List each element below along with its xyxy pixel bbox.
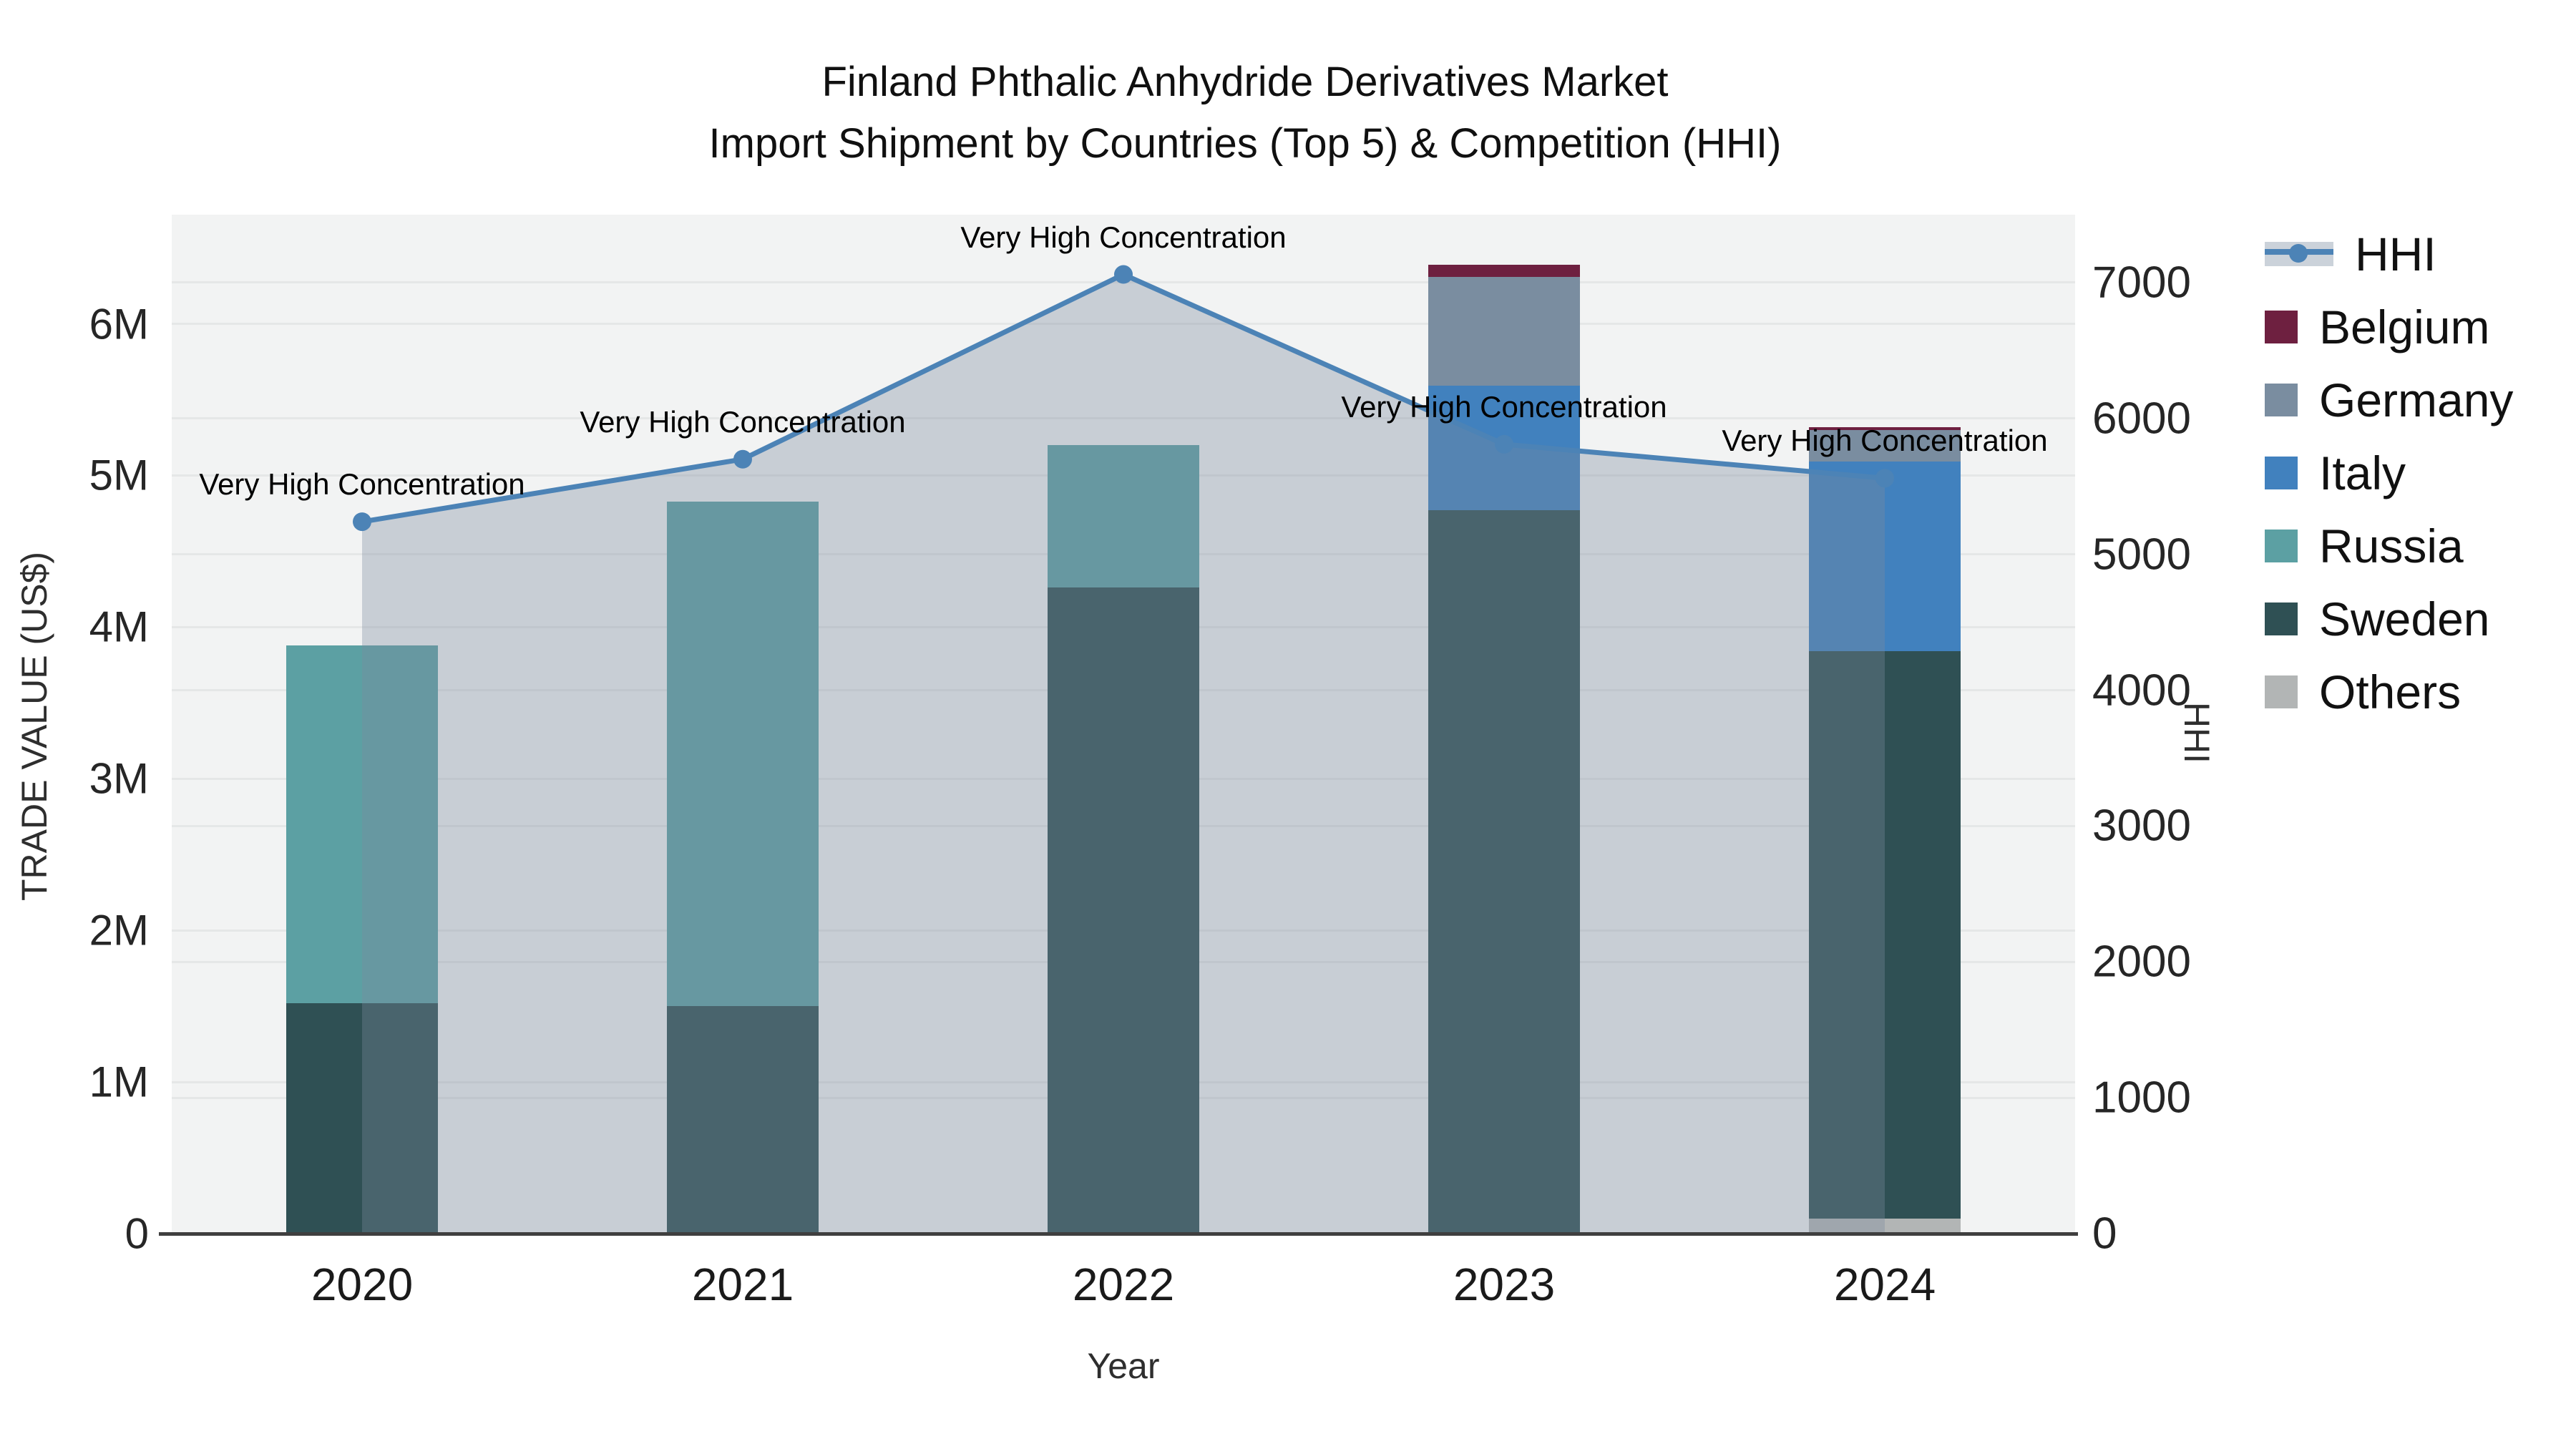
legend-item-others[interactable]: Others	[2265, 668, 2513, 716]
x-tick-2023: 2023	[1453, 1259, 1556, 1310]
legend-item-germany[interactable]: Germany	[2265, 376, 2513, 424]
x-tick-2021: 2021	[691, 1259, 794, 1310]
x-tick-2022: 2022	[1072, 1259, 1175, 1310]
bar-segment-sweden-2022[interactable]	[1048, 587, 1199, 1234]
annotation-2023: Very High Concentration	[1341, 389, 1667, 424]
y-right-tick-1000: 1000	[2092, 1073, 2191, 1123]
legend-item-russia[interactable]: Russia	[2265, 522, 2513, 570]
gridline	[172, 281, 2075, 284]
legend-swatch-others	[2265, 675, 2298, 708]
y-right-tick-0: 0	[2092, 1209, 2117, 1259]
legend-swatch-belgium	[2265, 311, 2298, 343]
y-right-tick-5000: 5000	[2092, 530, 2191, 580]
y-left-axis-title: TRADE VALUE (US$)	[14, 551, 54, 902]
hhi-legend-sample-icon	[2265, 239, 2333, 269]
x-axis-title: Year	[1087, 1346, 1160, 1386]
bar-segment-sweden-2021[interactable]	[667, 1006, 819, 1234]
chart-title-line1: Finland Phthalic Anhydride Derivatives M…	[821, 59, 1669, 105]
bar-segment-germany-2023[interactable]	[1428, 276, 1580, 386]
legend-label: Others	[2319, 665, 2462, 718]
gridline	[172, 417, 2075, 420]
annotation-2021: Very High Concentration	[580, 404, 906, 439]
y-right-tick-7000: 7000	[2092, 258, 2191, 308]
y-right-axis-title: HHI	[2177, 701, 2217, 764]
legend-swatch-italy	[2265, 457, 2298, 489]
legend-swatch-germany	[2265, 384, 2298, 416]
chart-title: Finland Phthalic Anhydride Derivatives M…	[0, 52, 2490, 175]
legend-label: Germany	[2319, 374, 2514, 426]
legend-label: HHI	[2355, 228, 2436, 280]
y-left-tick-3M: 3M	[89, 754, 149, 803]
legend-item-sweden[interactable]: Sweden	[2265, 595, 2513, 643]
y-right-tick-6000: 6000	[2092, 394, 2191, 444]
annotation-2020: Very High Concentration	[199, 467, 525, 502]
legend-label: Sweden	[2319, 592, 2490, 645]
y-left-tick-5M: 5M	[89, 451, 149, 499]
legend-item-italy[interactable]: Italy	[2265, 449, 2513, 497]
y-left-tick-1M: 1M	[89, 1058, 149, 1106]
legend-swatch-russia	[2265, 530, 2298, 562]
annotation-2022: Very High Concentration	[960, 220, 1287, 254]
legend-label: Russia	[2319, 519, 2464, 572]
bar-segment-sweden-2024[interactable]	[1809, 651, 1961, 1219]
y-left-tick-6M: 6M	[89, 300, 149, 348]
bar-segment-sweden-2020[interactable]	[286, 1002, 438, 1234]
legend-swatch-sweden	[2265, 602, 2298, 635]
x-tick-2020: 2020	[311, 1259, 414, 1310]
bar-segment-russia-2020[interactable]	[286, 645, 438, 1003]
y-left-tick-0: 0	[125, 1209, 149, 1258]
bar-segment-italy-2024[interactable]	[1809, 462, 1961, 652]
annotation-2024: Very High Concentration	[1722, 424, 2048, 458]
bar-segment-russia-2022[interactable]	[1048, 445, 1199, 588]
legend: HHI Belgium Germany Italy Russia Sweden Others	[2265, 230, 2513, 716]
bar-segment-sweden-2023[interactable]	[1428, 510, 1580, 1234]
x-axis-line	[159, 1232, 2078, 1236]
y-left-tick-4M: 4M	[89, 602, 149, 651]
legend-item-hhi[interactable]: HHI	[2265, 230, 2513, 278]
y-right-tick-4000: 4000	[2092, 665, 2191, 716]
legend-label: Italy	[2319, 447, 2406, 499]
y-left-tick-2M: 2M	[89, 906, 149, 955]
legend-label: Belgium	[2319, 301, 2490, 353]
y-right-tick-2000: 2000	[2092, 937, 2191, 987]
bar-segment-belgium-2023[interactable]	[1428, 264, 1580, 277]
chart-title-line2: Import Shipment by Countries (Top 5) & C…	[708, 120, 1782, 167]
bar-segment-others-2024[interactable]	[1809, 1218, 1961, 1234]
legend-item-belgium[interactable]: Belgium	[2265, 303, 2513, 351]
x-tick-2024: 2024	[1833, 1259, 1936, 1310]
y-right-tick-3000: 3000	[2092, 801, 2191, 851]
gridline	[172, 323, 2075, 326]
bar-segment-russia-2021[interactable]	[667, 501, 819, 1007]
